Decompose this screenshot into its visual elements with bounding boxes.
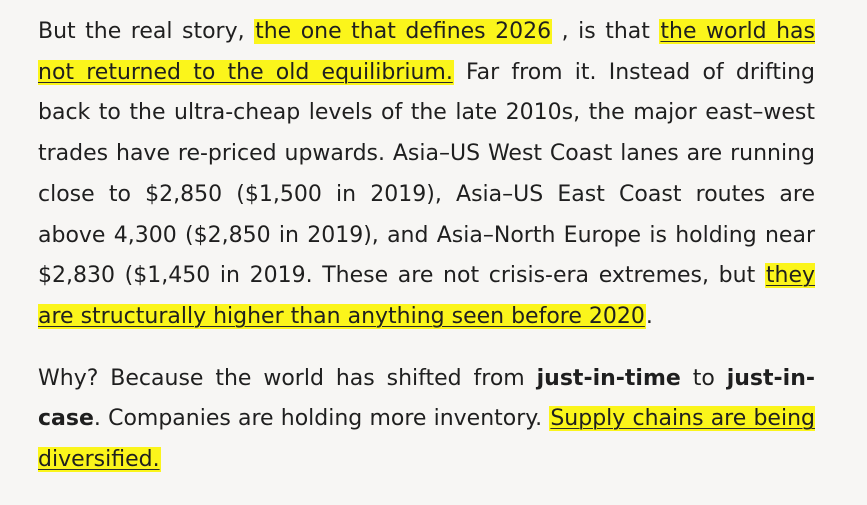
bold-just-in-case: just-in-case — [38, 365, 815, 432]
paragraph-freight-rates: But the real story, the one that defines… — [38, 12, 816, 338]
text-run: But the real story, — [38, 19, 255, 44]
text-run: Why? Because the world has shifted from — [38, 365, 537, 391]
text-run: . — [645, 303, 653, 329]
paragraph-just-in-case: Why? Because the world has shifted from … — [38, 359, 815, 481]
text-run: Far from it. Instead of drifting back to… — [38, 59, 815, 289]
text-run: . Companies are holding more inventory. — [93, 406, 550, 432]
text-run: , is that — [552, 19, 660, 44]
highlight-defines-2026: the one that defines 2026 — [254, 19, 553, 44]
bold-just-in-time: just-in-time — [536, 365, 681, 391]
text-run: to — [680, 365, 727, 391]
